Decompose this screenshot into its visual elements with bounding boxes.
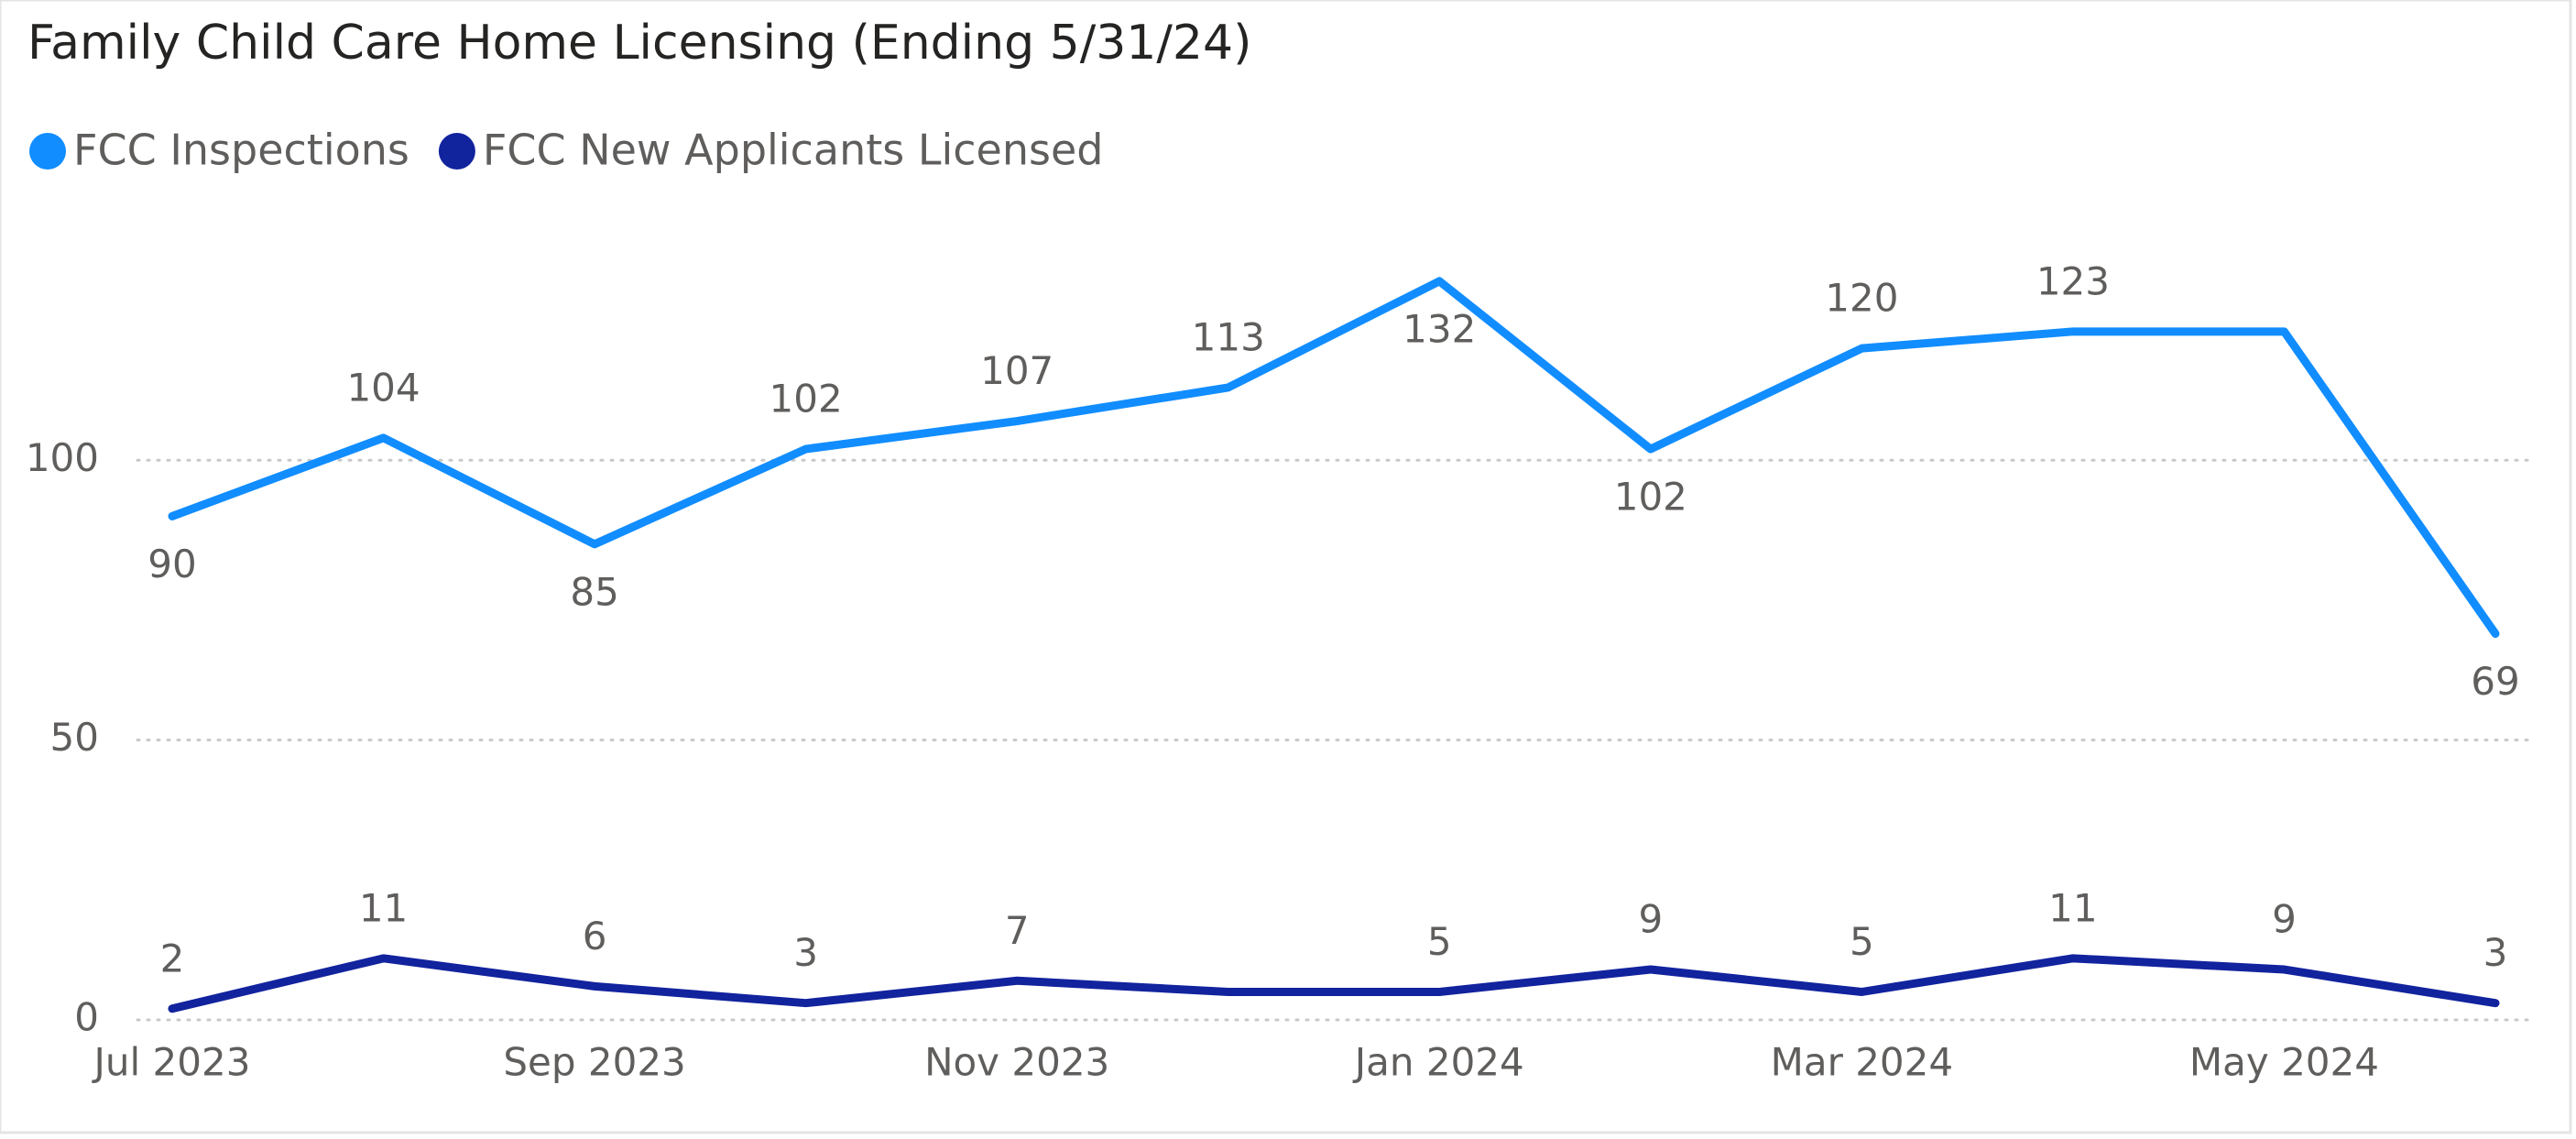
data-label: 85 xyxy=(570,569,618,614)
series-line xyxy=(168,277,2500,639)
legend-marker xyxy=(29,133,66,170)
data-label: 11 xyxy=(359,885,408,930)
x-tick-label: Jul 2023 xyxy=(92,1040,251,1085)
legend: FCC Inspections FCC New Applicants Licens… xyxy=(29,126,1103,175)
data-label: 120 xyxy=(1825,276,1898,321)
data-label: 113 xyxy=(1192,314,1265,359)
y-tick-label: 50 xyxy=(50,715,99,760)
x-tick-label: Nov 2023 xyxy=(924,1040,1109,1085)
legend-marker xyxy=(438,133,475,170)
data-label: 7 xyxy=(1005,908,1030,953)
data-label: 69 xyxy=(2471,659,2519,704)
data-label: 90 xyxy=(147,542,196,586)
legend-label: FCC New Applicants Licensed xyxy=(483,126,1104,175)
data-label: 102 xyxy=(770,377,843,422)
series-line xyxy=(168,954,2500,1013)
y-tick-label: 100 xyxy=(26,435,99,480)
chart-title: Family Child Care Home Licensing (Ending… xyxy=(27,16,1251,71)
x-tick-label: Sep 2023 xyxy=(503,1040,685,1085)
data-label: 104 xyxy=(346,365,420,410)
data-label: 6 xyxy=(583,914,607,958)
legend-label: FCC Inspections xyxy=(73,126,409,175)
data-label: 107 xyxy=(980,348,1053,393)
x-tick-label: Jan 2024 xyxy=(1352,1040,1524,1085)
data-label: 3 xyxy=(2483,930,2508,975)
data-label: 9 xyxy=(2272,897,2297,942)
x-tick-label: Mar 2024 xyxy=(1771,1040,1953,1085)
data-label: 2 xyxy=(160,936,185,980)
data-label: 11 xyxy=(2048,885,2097,930)
data-label: 3 xyxy=(793,930,818,975)
data-label: 5 xyxy=(1427,919,1452,964)
data-label: 102 xyxy=(1614,475,1687,520)
data-label: 9 xyxy=(1638,897,1663,942)
data-label: 123 xyxy=(2036,258,2110,303)
y-tick-label: 0 xyxy=(74,995,99,1040)
data-label: 132 xyxy=(1403,306,1476,351)
data-label: 5 xyxy=(1850,919,1874,964)
x-tick-label: May 2024 xyxy=(2189,1040,2379,1085)
